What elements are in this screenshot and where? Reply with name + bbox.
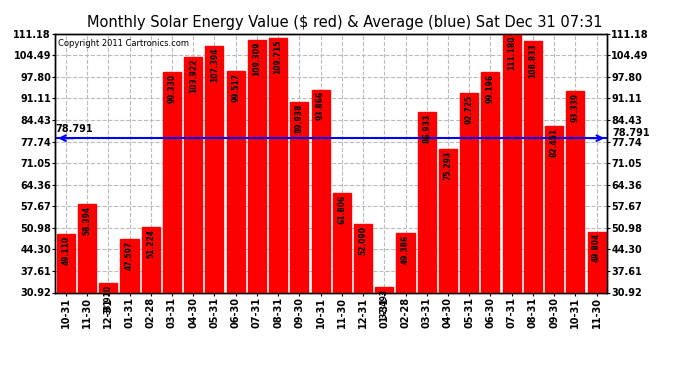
Bar bbox=[482, 72, 500, 292]
Bar bbox=[502, 34, 521, 292]
Bar bbox=[566, 91, 584, 292]
Bar bbox=[588, 232, 606, 292]
Bar bbox=[460, 93, 478, 292]
Text: 109.309: 109.309 bbox=[253, 41, 262, 76]
Text: Copyright 2011 Cartronics.com: Copyright 2011 Cartronics.com bbox=[58, 39, 189, 48]
Bar bbox=[206, 46, 224, 292]
Bar bbox=[141, 227, 160, 292]
Bar bbox=[312, 90, 330, 292]
Text: 75.293: 75.293 bbox=[444, 151, 453, 180]
Bar bbox=[248, 40, 266, 292]
Bar bbox=[545, 126, 563, 292]
Bar bbox=[333, 193, 351, 292]
Text: 82.451: 82.451 bbox=[550, 128, 559, 157]
Text: 49.386: 49.386 bbox=[401, 235, 410, 264]
Text: 32.493: 32.493 bbox=[380, 289, 388, 318]
Text: 33.910: 33.910 bbox=[104, 285, 112, 314]
Bar bbox=[57, 234, 75, 292]
Bar bbox=[99, 283, 117, 292]
Text: 51.224: 51.224 bbox=[146, 229, 155, 258]
Text: 107.394: 107.394 bbox=[210, 48, 219, 82]
Bar bbox=[121, 239, 139, 292]
Bar bbox=[397, 233, 415, 292]
Text: 103.922: 103.922 bbox=[188, 59, 198, 93]
Text: 109.715: 109.715 bbox=[274, 40, 283, 75]
Text: 89.938: 89.938 bbox=[295, 104, 304, 133]
Bar bbox=[78, 204, 96, 292]
Text: Monthly Solar Energy Value ($ red) & Average (blue) Sat Dec 31 07:31: Monthly Solar Energy Value ($ red) & Ave… bbox=[87, 15, 603, 30]
Text: 49.110: 49.110 bbox=[61, 236, 70, 265]
Bar bbox=[417, 112, 436, 292]
Text: 93.866: 93.866 bbox=[316, 91, 325, 120]
Bar bbox=[184, 57, 202, 292]
Bar bbox=[375, 287, 393, 292]
Bar bbox=[524, 41, 542, 292]
Text: 52.090: 52.090 bbox=[359, 226, 368, 255]
Text: 99.196: 99.196 bbox=[486, 74, 495, 103]
Text: 86.933: 86.933 bbox=[422, 114, 431, 143]
Text: 49.804: 49.804 bbox=[592, 233, 601, 262]
Text: 78.791: 78.791 bbox=[56, 124, 93, 134]
Bar bbox=[439, 150, 457, 292]
Bar bbox=[290, 102, 308, 292]
Bar bbox=[354, 224, 372, 292]
Text: 92.725: 92.725 bbox=[464, 95, 474, 124]
Text: 78.791: 78.791 bbox=[613, 128, 651, 138]
Text: 111.180: 111.180 bbox=[507, 35, 516, 70]
Text: 108.833: 108.833 bbox=[529, 43, 538, 78]
Text: 47.597: 47.597 bbox=[125, 240, 134, 270]
Text: 58.394: 58.394 bbox=[83, 206, 92, 235]
Text: 61.806: 61.806 bbox=[337, 195, 346, 224]
Text: 99.330: 99.330 bbox=[168, 74, 177, 103]
Bar bbox=[163, 72, 181, 292]
Bar bbox=[269, 39, 287, 292]
Text: 99.517: 99.517 bbox=[231, 73, 240, 102]
Text: 93.339: 93.339 bbox=[571, 93, 580, 122]
Bar bbox=[226, 71, 245, 292]
